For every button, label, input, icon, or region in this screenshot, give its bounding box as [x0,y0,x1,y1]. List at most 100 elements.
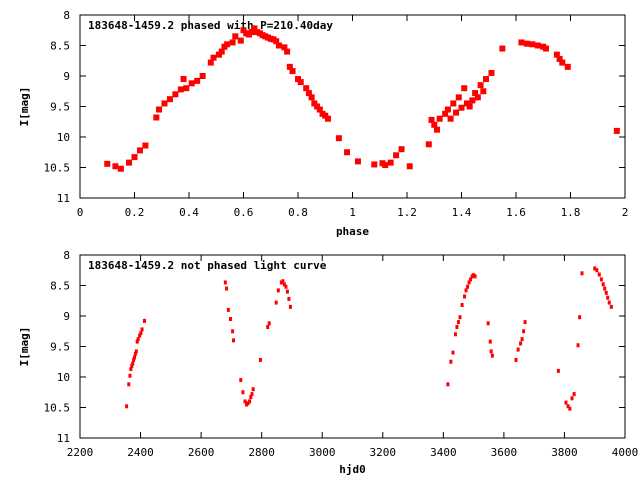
phased-data-point [488,69,495,76]
unphased-data-point [131,361,135,366]
unphased-y-tick-label: 11 [57,432,70,445]
unphased-data-point [490,353,494,358]
phased-data-point [444,106,451,113]
phased-data-point [183,85,190,92]
unphased-data-point [564,400,568,405]
unphased-x-axis-label: hjd0 [339,463,366,476]
phased-data-point [156,106,163,113]
phased-data-point [314,103,321,110]
unphased-data-point [125,404,129,409]
unphased-data-point [607,300,611,305]
unphased-data-point [469,277,473,282]
unphased-data-point [239,378,243,383]
phased-data-point [518,39,525,46]
phased-data-point [131,154,138,161]
phased-data-point [428,116,435,123]
unphased-data-point [284,284,288,289]
unphased-y-tick-label: 10.5 [44,402,71,415]
phased-data-point [469,97,476,104]
unphased-data-point [488,339,492,344]
unphased-data-point [572,392,576,397]
phased-x-tick-label: 1.2 [397,206,417,219]
unphased-data-point [249,395,253,400]
unphased-data-point [467,280,471,285]
phased-data-point [450,100,457,107]
phased-x-tick-label: 0.8 [288,206,308,219]
phased-data-point [275,42,282,49]
unphased-data-point [245,402,249,407]
unphased-data-point [576,343,580,348]
unphased-y-tick-label: 9.5 [50,341,70,354]
unphased-data-point [470,274,474,279]
phased-y-tick-label: 8 [63,9,70,22]
unphased-data-point [279,280,283,285]
phased-data-point [229,39,236,46]
phased-data-point [483,76,490,83]
unphased-data-point [267,321,271,326]
phased-data-point [461,85,468,92]
phased-data-point [215,51,222,58]
phased-data-point [447,115,454,122]
unphased-data-point [138,333,142,338]
unphased-data-point [226,307,230,312]
phased-x-tick-label: 0.2 [125,206,145,219]
unphased-data-point [250,392,254,397]
phased-data-point [126,159,133,166]
unphased-data-point [288,304,292,309]
unphased-data-point [516,347,520,352]
phased-chart-title: 183648-1459.2 phased with P=210.40day [88,19,333,32]
unphased-data-point [449,359,453,364]
unphased-data-point [223,280,227,285]
phased-data-point [559,59,566,66]
unphased-data-point [599,277,603,282]
phased-data-point [177,86,184,93]
unphased-data-point [566,404,570,409]
unphased-data-point [282,282,286,287]
phased-data-point [480,88,487,95]
unphased-data-point [473,274,477,279]
unphased-x-tick-label: 2600 [188,446,215,459]
phased-data-point [534,42,541,49]
phased-data-point [251,25,258,32]
phased-y-axis-label: I[mag] [18,87,31,127]
unphased-data-point [231,329,235,334]
unphased-data-point [460,303,464,308]
phased-data-point [311,100,318,107]
phased-data-point [466,103,473,110]
phased-data-point [172,91,179,98]
phased-data-point [297,79,304,86]
unphased-data-point [556,368,560,373]
unphased-data-point [140,327,144,332]
phased-data-point [564,63,571,70]
phased-data-point [335,135,342,142]
unphased-x-tick-label: 3600 [491,446,518,459]
phased-data-point [188,80,195,87]
phased-data-point [382,162,389,169]
unphased-data-point [248,399,252,404]
phased-data-point [210,54,217,61]
phased-y-tick-label: 10.5 [44,162,71,175]
unphased-data-point [458,315,462,320]
unphased-data-point [251,387,255,392]
unphased-data-point [514,357,518,362]
unphased-data-point [127,382,131,387]
phased-data-point [289,68,296,75]
phased-data-point [142,142,149,149]
phased-data-point [354,158,361,165]
unphased-data-point [266,324,270,329]
phased-data-point [431,121,438,128]
phased-x-tick-label: 1.4 [452,206,472,219]
unphased-data-point [568,406,572,411]
unphased-data-point [520,337,524,342]
unphased-data-point [453,332,457,337]
phased-x-tick-label: 1.8 [561,206,581,219]
phased-data-point [112,163,119,170]
phased-data-point [166,96,173,103]
unphased-x-tick-label: 2200 [67,446,94,459]
unphased-data-point [597,272,601,277]
phased-data-point [207,59,214,66]
unphased-plot-frame [79,254,626,439]
phased-data-point [556,55,563,62]
